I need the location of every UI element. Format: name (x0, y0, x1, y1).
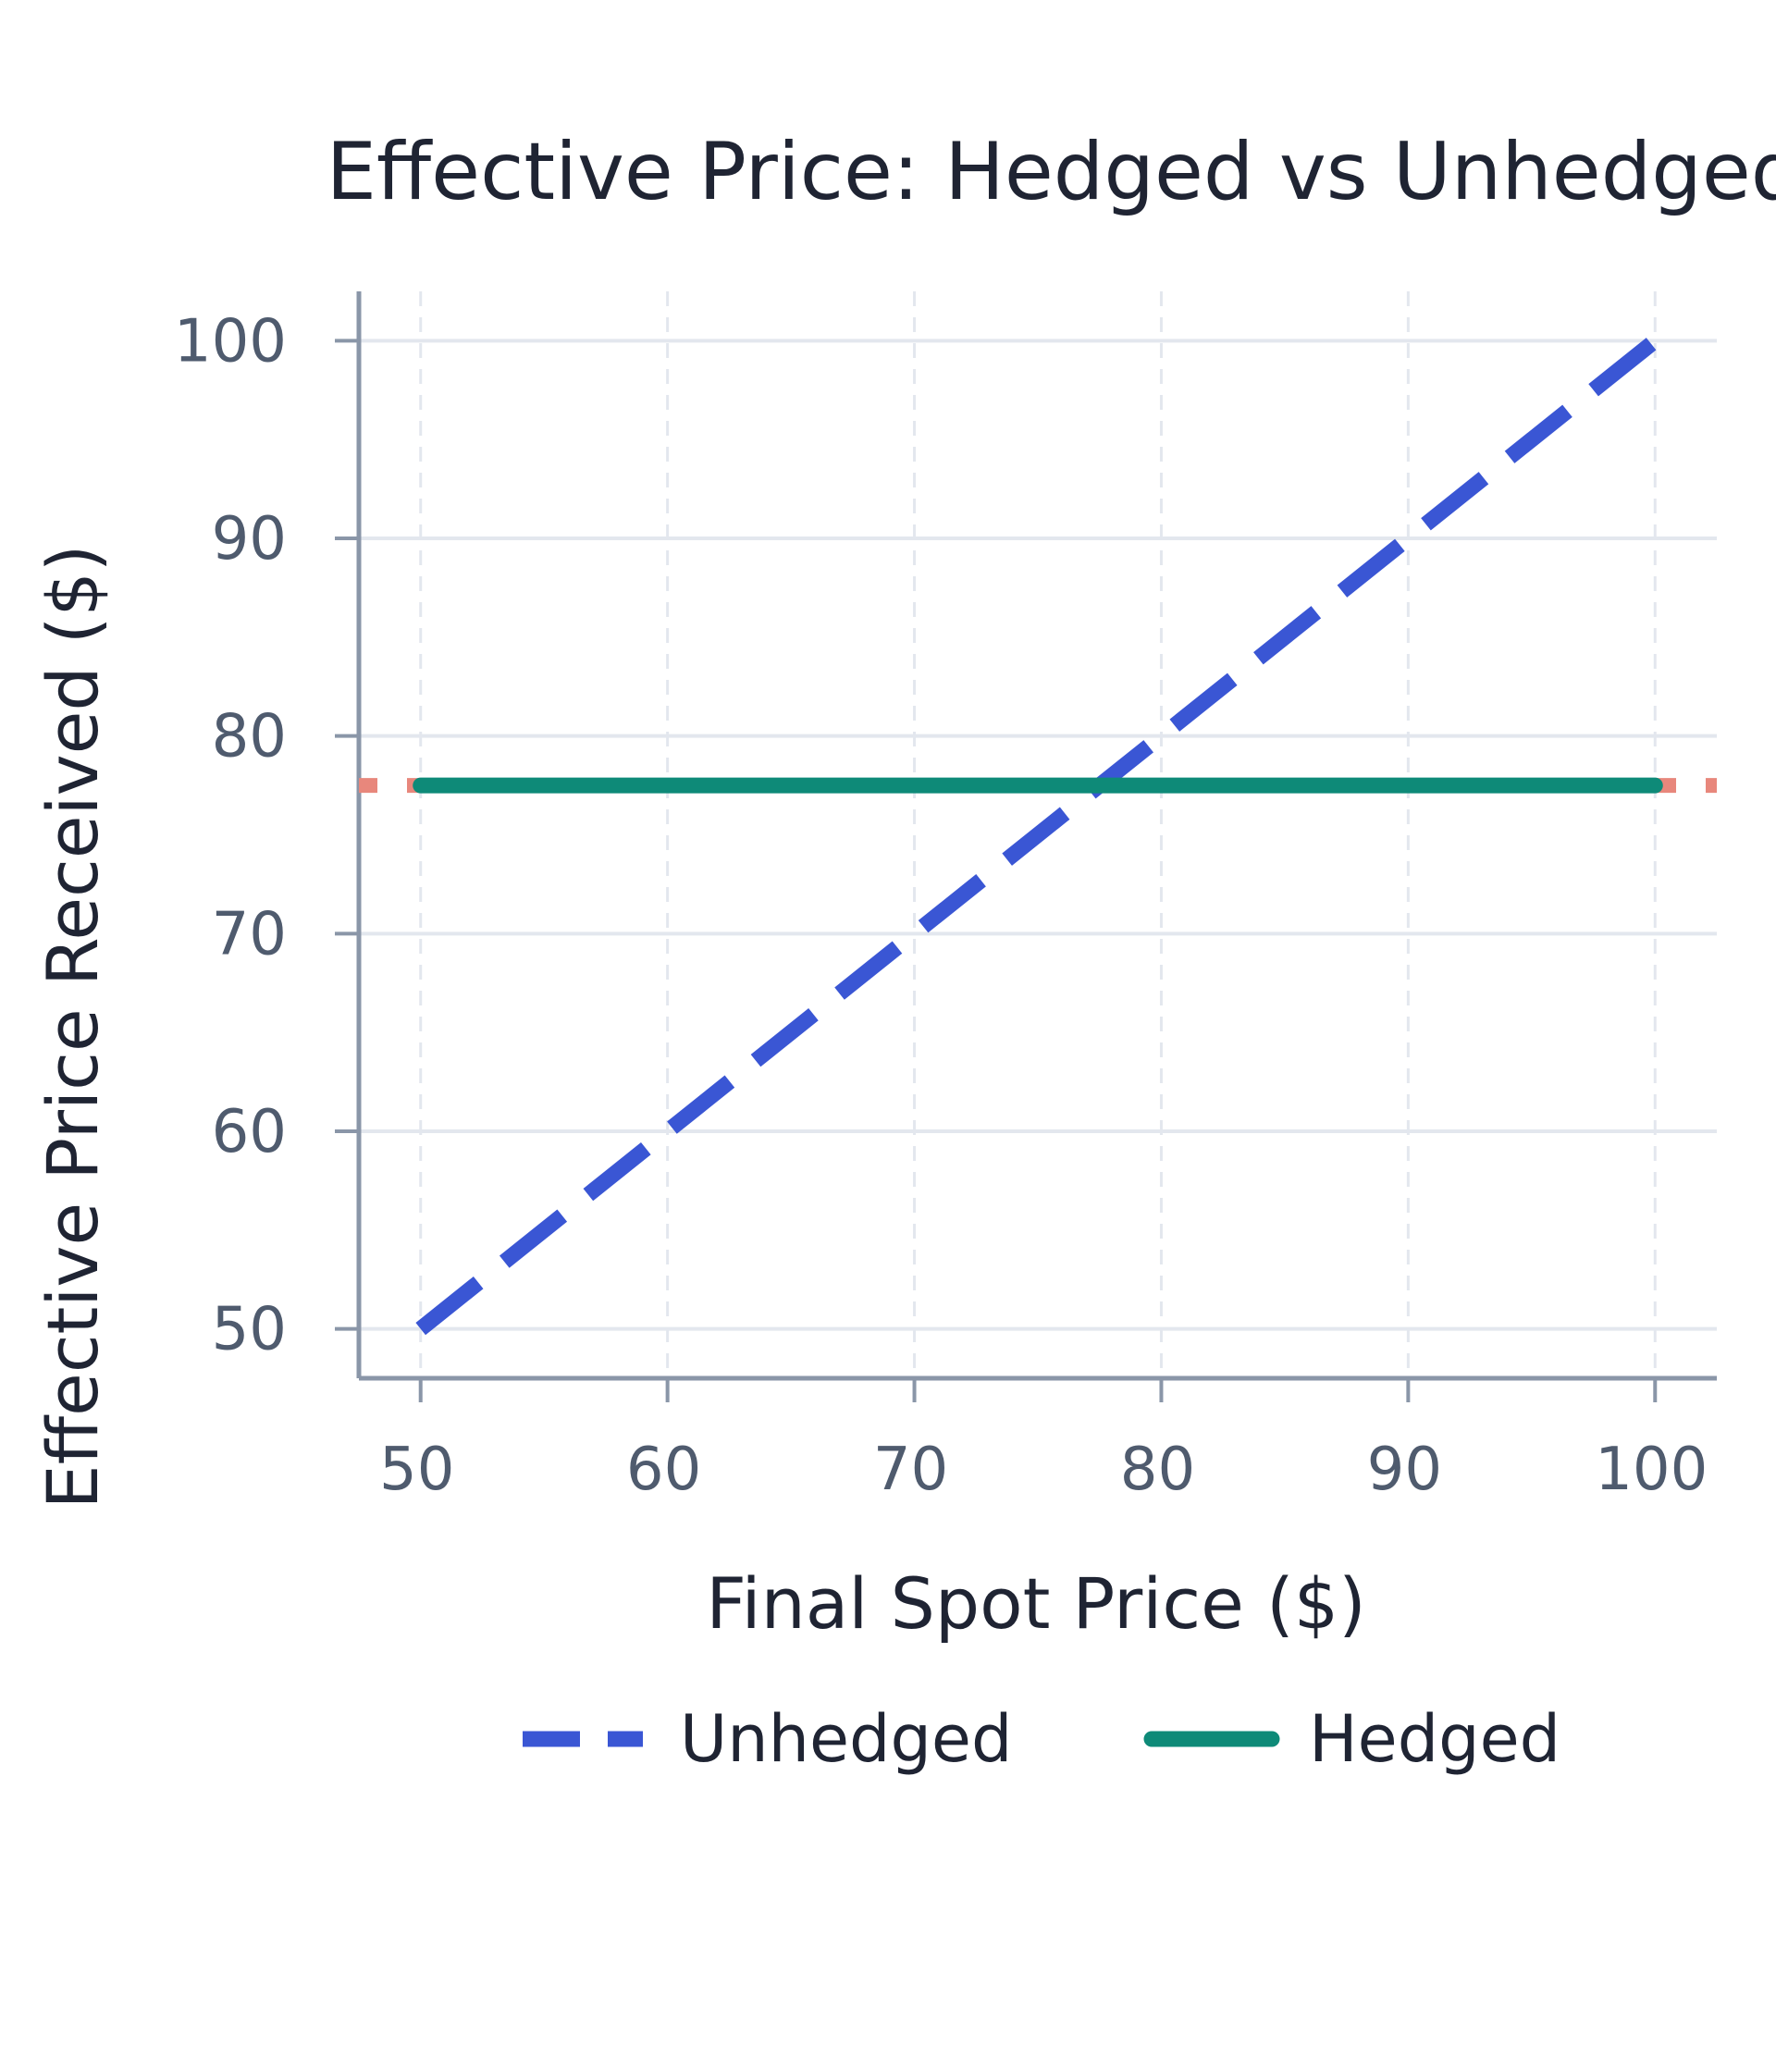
x-tick-label: 80 (1120, 1436, 1195, 1504)
chart-title: Effective Price: Hedged vs Unhedged (327, 126, 1776, 218)
x-tick-label: 50 (379, 1436, 454, 1504)
x-tick-label: 70 (873, 1436, 948, 1504)
legend: Unhedged Hedged (523, 1701, 1560, 1777)
legend-label-unhedged: Unhedged (680, 1701, 1012, 1777)
x-tick-label: 90 (1367, 1436, 1442, 1504)
ticks: 50 60 70 80 90 100 50 60 70 80 90 100 (174, 307, 1708, 1504)
legend-label-hedged: Hedged (1309, 1701, 1560, 1777)
series-line-unhedged (415, 334, 1660, 1336)
y-tick-label: 70 (212, 900, 287, 968)
y-tick-label: 90 (212, 505, 287, 574)
x-axis-title: Final Spot Price ($) (706, 1562, 1365, 1645)
y-tick-label: 50 (212, 1296, 287, 1364)
grid (359, 291, 1717, 1378)
plot-area (359, 334, 1717, 1336)
y-axis-title: Effective Price Received ($) (31, 545, 114, 1510)
y-tick-label: 80 (212, 703, 287, 771)
x-tick-label: 60 (626, 1436, 701, 1504)
axes (356, 291, 1717, 1381)
x-tick-label: 100 (1595, 1436, 1708, 1504)
y-tick-label: 100 (174, 307, 287, 376)
y-tick-label: 60 (212, 1098, 287, 1166)
